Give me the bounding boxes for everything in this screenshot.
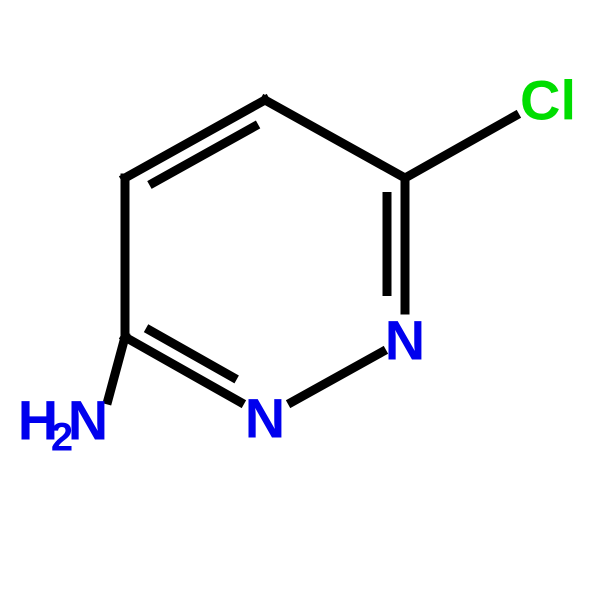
bond-line: [108, 337, 125, 400]
atom-label-NH2sub: 2: [51, 416, 73, 461]
bond-line: [265, 100, 405, 178]
atom-label-N1: N: [245, 386, 285, 451]
atom-label-Cl: Cl: [520, 68, 576, 133]
molecule-diagram: [0, 0, 600, 600]
bond-line: [292, 352, 382, 402]
bond-line: [125, 100, 265, 178]
bond-line: [405, 116, 515, 178]
atom-label-N2: N: [385, 308, 425, 373]
atom-label-NH2b: N: [68, 388, 108, 453]
